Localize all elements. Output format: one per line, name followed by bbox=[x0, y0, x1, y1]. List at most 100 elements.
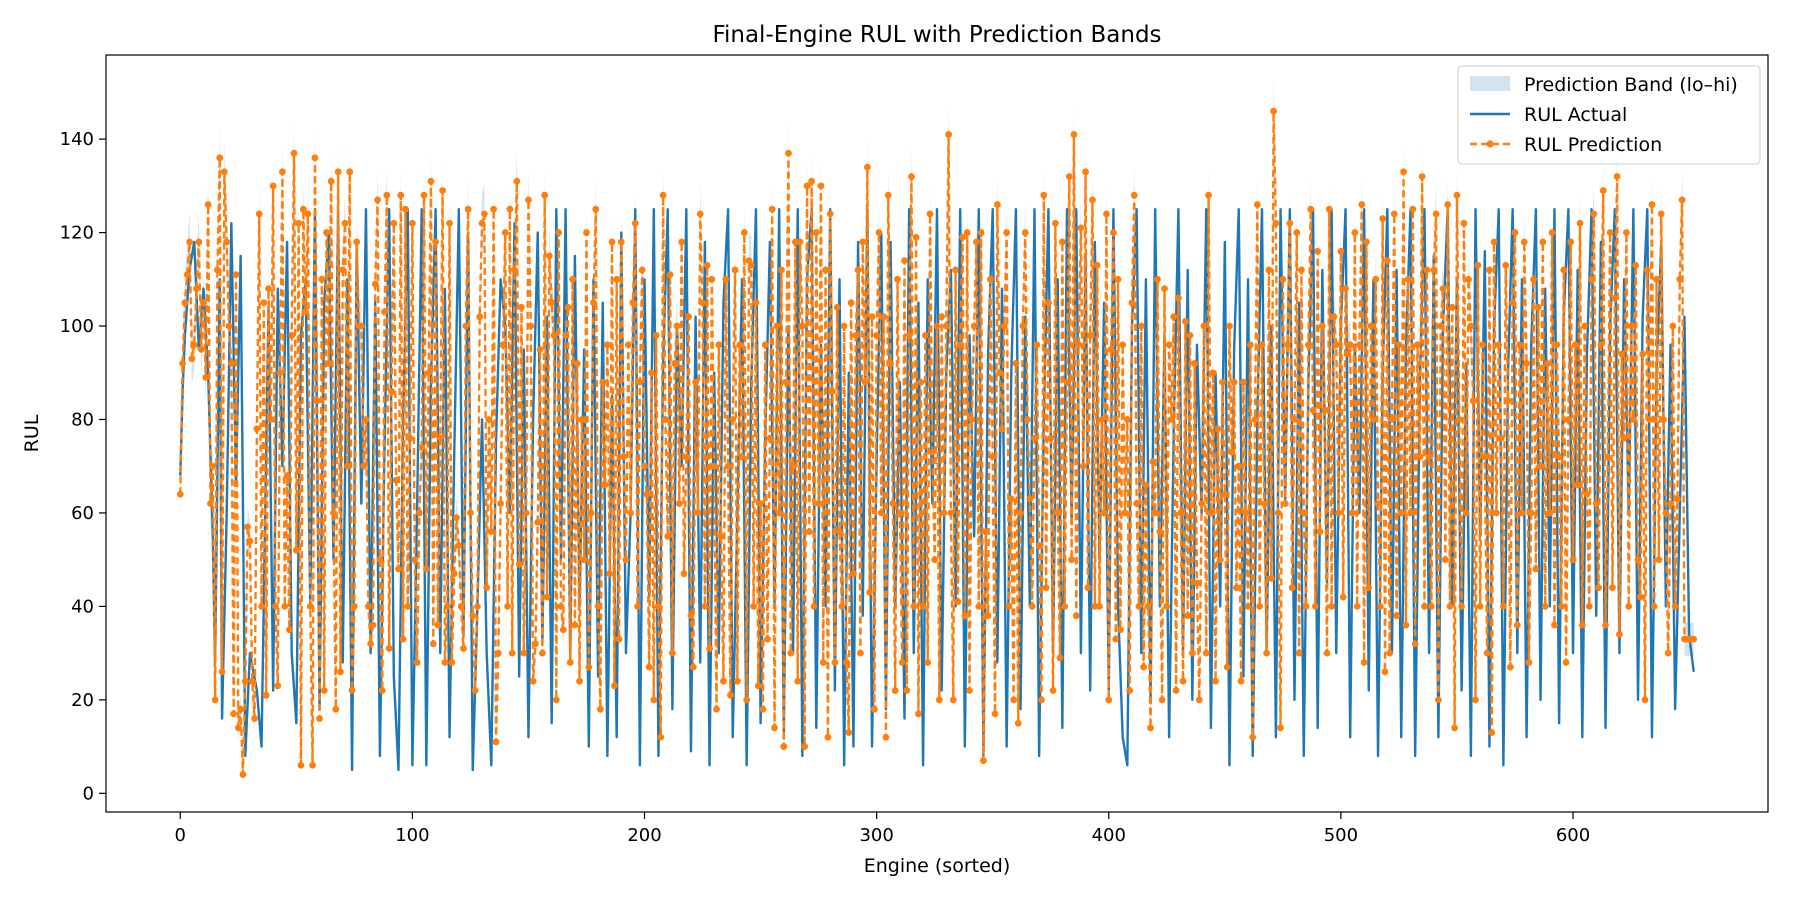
prediction-point bbox=[362, 416, 370, 423]
prediction-point bbox=[541, 191, 549, 199]
prediction-point bbox=[378, 687, 386, 694]
prediction-point bbox=[808, 177, 816, 185]
prediction-point bbox=[854, 266, 862, 274]
prediction-point bbox=[1657, 210, 1665, 218]
prediction-point bbox=[606, 570, 614, 578]
prediction-point bbox=[471, 687, 479, 694]
prediction-point bbox=[815, 500, 823, 507]
prediction-point bbox=[580, 556, 588, 564]
prediction-point bbox=[1251, 416, 1259, 423]
prediction-point bbox=[782, 378, 790, 386]
prediction-point bbox=[845, 729, 853, 736]
prediction-point bbox=[912, 233, 920, 241]
prediction-point bbox=[1207, 509, 1215, 517]
prediction-point bbox=[441, 659, 449, 666]
prediction-point bbox=[318, 275, 326, 283]
prediction-point bbox=[1460, 219, 1468, 227]
prediction-point bbox=[592, 205, 600, 213]
prediction-point bbox=[207, 500, 214, 507]
prediction-point bbox=[267, 416, 275, 423]
prediction-point bbox=[241, 677, 249, 685]
prediction-point bbox=[1530, 275, 1537, 283]
prediction-point bbox=[785, 149, 792, 157]
prediction-point bbox=[464, 205, 472, 213]
prediction-point bbox=[1620, 434, 1628, 442]
prediction-point bbox=[1314, 247, 1322, 255]
prediction-point bbox=[1609, 584, 1616, 592]
prediction-point bbox=[1137, 322, 1145, 330]
prediction-point bbox=[443, 603, 451, 610]
prediction-point bbox=[248, 677, 256, 685]
prediction-point bbox=[915, 710, 922, 718]
prediction-point bbox=[422, 565, 430, 573]
prediction-point bbox=[822, 266, 829, 274]
y-tick-label: 100 bbox=[60, 316, 94, 337]
prediction-point bbox=[1653, 275, 1660, 283]
prediction-point bbox=[722, 275, 730, 283]
prediction-point bbox=[590, 299, 597, 307]
prediction-point bbox=[968, 416, 976, 423]
prediction-point bbox=[866, 588, 874, 596]
prediction-point bbox=[1407, 509, 1414, 517]
prediction-point bbox=[1416, 453, 1424, 461]
prediction-point bbox=[1369, 416, 1377, 423]
prediction-point bbox=[1191, 360, 1199, 367]
prediction-point bbox=[1664, 649, 1672, 657]
prediction-point bbox=[715, 341, 723, 349]
prediction-point bbox=[388, 388, 395, 395]
prediction-point bbox=[708, 275, 716, 283]
prediction-point bbox=[1318, 322, 1326, 330]
prediction-point bbox=[1367, 322, 1375, 330]
prediction-point bbox=[1356, 341, 1363, 349]
prediction-point bbox=[729, 416, 737, 423]
prediction-point bbox=[1639, 350, 1647, 358]
prediction-point bbox=[376, 556, 384, 564]
prediction-point bbox=[798, 322, 806, 330]
prediction-point bbox=[1379, 215, 1387, 222]
prediction-point bbox=[952, 266, 959, 274]
prediction-point bbox=[1474, 261, 1482, 269]
prediction-point bbox=[685, 313, 693, 321]
prediction-point bbox=[557, 603, 565, 610]
prediction-point bbox=[887, 360, 894, 367]
prediction-point bbox=[1571, 341, 1579, 349]
prediction-point bbox=[928, 448, 936, 456]
prediction-point bbox=[870, 705, 878, 713]
prediction-point bbox=[819, 659, 827, 666]
prediction-point bbox=[1486, 266, 1493, 274]
prediction-point bbox=[1353, 603, 1361, 610]
prediction-point bbox=[1646, 416, 1654, 423]
prediction-point bbox=[204, 201, 212, 208]
prediction-point bbox=[752, 299, 760, 307]
prediction-point bbox=[1107, 345, 1115, 353]
prediction-point bbox=[761, 341, 769, 349]
prediction-point bbox=[1346, 341, 1354, 349]
prediction-point bbox=[954, 598, 962, 606]
prediction-point bbox=[1585, 603, 1593, 610]
prediction-point bbox=[933, 322, 941, 330]
prediction-point bbox=[738, 453, 746, 461]
prediction-point bbox=[436, 434, 444, 442]
prediction-point bbox=[1627, 322, 1635, 330]
prediction-point bbox=[959, 233, 966, 241]
prediction-point bbox=[796, 238, 804, 246]
prediction-point bbox=[701, 603, 709, 610]
prediction-point bbox=[1374, 500, 1382, 507]
prediction-point bbox=[1003, 229, 1011, 236]
prediction-point bbox=[480, 210, 488, 218]
x-axis: 0 100 200 300 400 500 600 bbox=[175, 812, 1590, 846]
prediction-point bbox=[1499, 603, 1507, 610]
prediction-point bbox=[1513, 621, 1521, 629]
prediction-point bbox=[977, 229, 985, 236]
prediction-point bbox=[636, 378, 644, 386]
prediction-point bbox=[1077, 224, 1085, 232]
prediction-point bbox=[450, 570, 458, 578]
prediction-point bbox=[506, 205, 514, 213]
prediction-point bbox=[945, 131, 953, 138]
y-tick-label: 60 bbox=[71, 503, 94, 524]
prediction-point bbox=[1662, 509, 1670, 517]
prediction-point bbox=[1425, 453, 1433, 461]
prediction-point bbox=[1455, 416, 1463, 423]
prediction-point bbox=[193, 285, 200, 293]
prediction-point bbox=[1441, 556, 1449, 564]
